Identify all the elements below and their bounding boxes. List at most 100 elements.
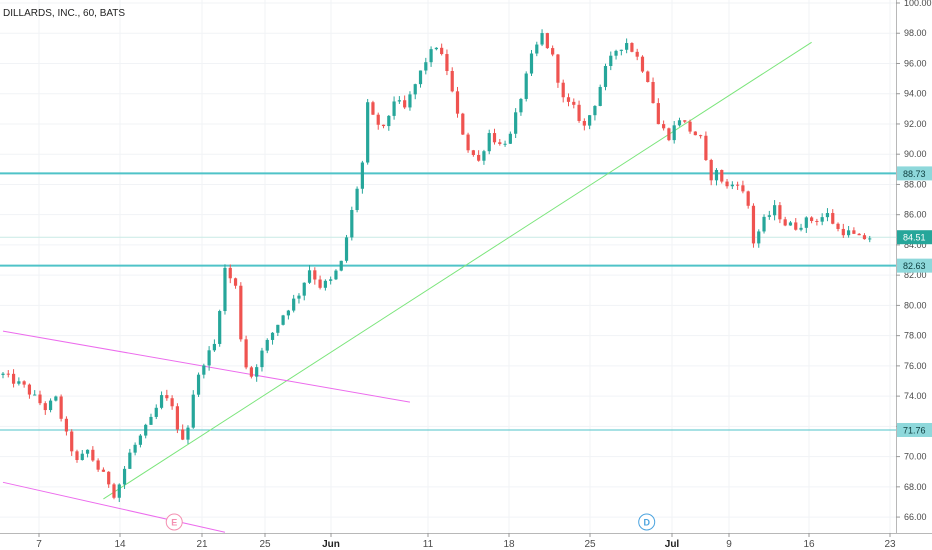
time-axis[interactable]: 7 14 21 25 Jun 11 18 25 Jul 9 16 23 (36, 533, 896, 550)
candle-body (825, 213, 830, 218)
candle-body (91, 449, 95, 461)
candle-body (778, 205, 782, 220)
candle-body (360, 162, 364, 189)
last-price-badge[interactable] (897, 230, 932, 245)
candle-body (381, 124, 386, 127)
candle-body (1, 373, 5, 375)
time-tick-label: 16 (803, 539, 815, 550)
candle-body (672, 125, 676, 141)
candle-body (704, 135, 708, 161)
candle-body (767, 215, 771, 217)
candle-body (799, 227, 803, 230)
time-tick-label: 9 (726, 539, 732, 550)
candle-body (22, 381, 26, 385)
candle-body (572, 101, 576, 105)
trend-lines[interactable] (2, 41, 812, 533)
price-tick-label: 96.00 (904, 58, 927, 68)
candle-body (181, 429, 185, 440)
candle-body (403, 100, 407, 108)
price-tick-label: 68.00 (904, 482, 927, 492)
candle-body (38, 394, 42, 404)
candle-body (625, 43, 629, 50)
candle-body (746, 191, 750, 206)
price-label-badge[interactable] (897, 422, 932, 437)
candle-body (630, 43, 634, 52)
candle-body (339, 260, 343, 271)
candle-body (387, 115, 391, 127)
candle-body (17, 381, 21, 384)
candle-body (96, 460, 100, 470)
candle-body (6, 373, 10, 375)
candle-body (804, 217, 808, 228)
candle-body (80, 453, 84, 460)
trend-line-channel-upper[interactable] (2, 330, 411, 403)
time-tick-label: Jun (322, 539, 340, 550)
candle-body (101, 469, 106, 472)
candle-body (487, 133, 491, 152)
horizontal-lines[interactable] (0, 172, 896, 431)
price-tick-label: 84.00 (904, 240, 927, 250)
time-tick-label: 18 (503, 539, 515, 550)
candle-body (371, 102, 375, 115)
price-label-badge[interactable] (897, 166, 932, 181)
candle-body (344, 237, 349, 261)
price-tick-label: 100.00 (904, 0, 932, 8)
candle-body (640, 56, 645, 72)
candle-body (286, 310, 290, 316)
candle-body (461, 113, 465, 135)
candle-body (48, 400, 53, 411)
price-tick-label: 94.00 (904, 89, 927, 99)
chart-title: DILLARDS, INC., 60, BATS (3, 8, 125, 19)
trend-line-uptrend[interactable] (103, 41, 812, 500)
candle-body (482, 151, 486, 161)
candle-body (440, 47, 444, 55)
candle-body (445, 54, 449, 71)
candle-body (603, 65, 608, 87)
candle-body (656, 103, 660, 125)
candle-body (307, 270, 312, 283)
price-label-text: 71.76 (903, 425, 926, 435)
candle-body (773, 205, 777, 216)
candle-body (202, 365, 206, 375)
candle-body (582, 120, 586, 126)
price-tick-label: 90.00 (904, 149, 927, 159)
candle-body (54, 396, 58, 401)
candle-body (329, 279, 333, 281)
candle-body (318, 279, 322, 288)
candle-body (138, 435, 143, 445)
time-tick-label: 7 (36, 539, 42, 550)
price-tick-label: 70.00 (904, 452, 927, 462)
candle-body (831, 213, 835, 224)
candle-body (609, 55, 613, 66)
candle-body (302, 282, 306, 296)
price-tick-label: 66.00 (904, 512, 927, 522)
candle-body (133, 444, 137, 453)
price-tick-label: 86.00 (904, 210, 927, 220)
candle-body (540, 33, 544, 45)
candle-body (757, 231, 761, 244)
candle-body (841, 228, 845, 236)
candle-body (725, 181, 729, 187)
candle-body (619, 49, 623, 51)
candle-body (561, 82, 565, 98)
candle-body (730, 184, 734, 187)
candle-body (297, 295, 301, 299)
trend-line-channel-lower[interactable] (2, 481, 226, 533)
candle-body (244, 339, 248, 368)
price-label-badge[interactable] (897, 258, 932, 273)
candle-body (714, 169, 719, 181)
price-tick-label: 92.00 (904, 119, 927, 129)
candle-body (265, 339, 269, 351)
candle-body (535, 44, 539, 54)
price-axis[interactable]: 100.00 98.00 96.00 94.00 92.00 90.00 88.00 86.0… (896, 0, 932, 522)
time-tick-label: Jul (665, 539, 680, 550)
dividend-marker[interactable] (638, 513, 656, 531)
candle-body (376, 114, 380, 125)
candle-body (519, 98, 523, 113)
earnings-marker[interactable] (165, 513, 183, 531)
candle-body (170, 398, 174, 407)
candle-body (334, 270, 338, 280)
candle-body (577, 104, 581, 121)
